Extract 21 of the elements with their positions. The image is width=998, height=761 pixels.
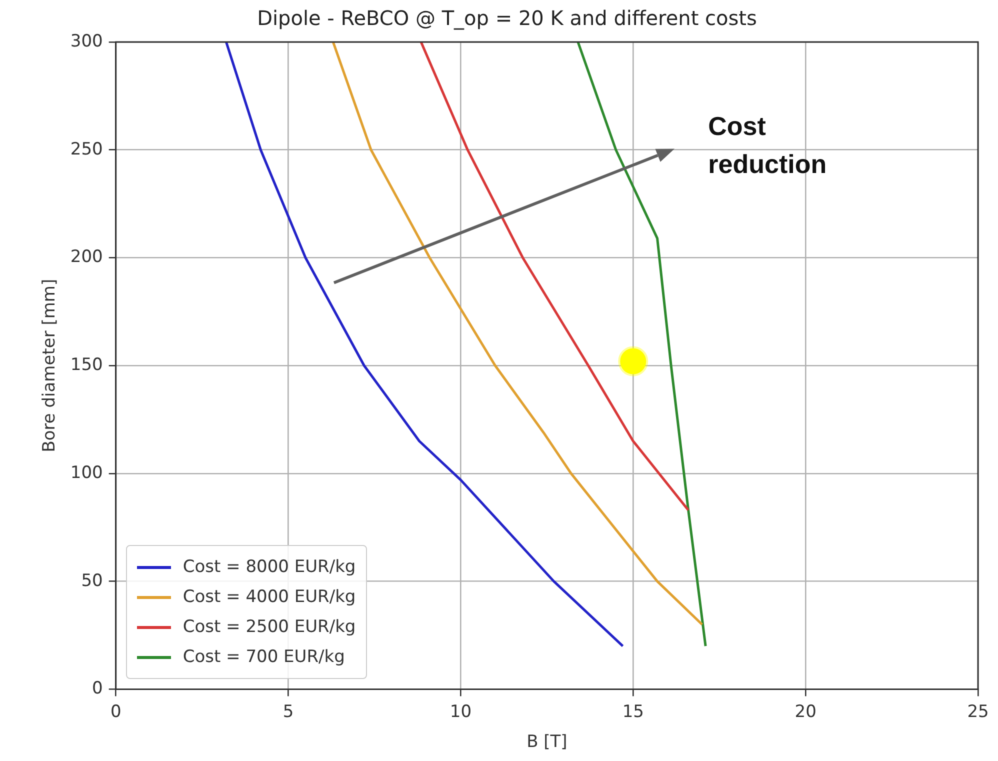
x-tick-label: 5 xyxy=(282,702,294,722)
x-tick-label: 10 xyxy=(450,702,472,722)
legend-label: Cost = 2500 EUR/kg xyxy=(182,617,356,638)
legend-label: Cost = 700 EUR/kg xyxy=(182,647,345,668)
x-tick-label: 15 xyxy=(622,702,644,722)
y-tick-label: 250 xyxy=(70,139,103,160)
y-tick-label: 50 xyxy=(81,570,103,591)
y-tick-label: 100 xyxy=(70,462,103,483)
y-axis-title: Bore diameter [mm] xyxy=(40,278,60,452)
y-tick-label: 200 xyxy=(70,247,103,268)
x-tick-label: 20 xyxy=(794,702,816,722)
x-axis-title: B [T] xyxy=(526,732,568,752)
x-tick-label: 0 xyxy=(110,702,122,722)
legend-label: Cost = 8000 EUR/kg xyxy=(182,557,356,578)
y-tick-label: 150 xyxy=(70,355,103,376)
chart-title: Dipole - ReBCO @ T_op = 20 K and different costs xyxy=(257,6,757,30)
x-tick-label: 25 xyxy=(967,702,989,722)
legend-label: Cost = 4000 EUR/kg xyxy=(182,587,356,608)
y-tick-label: 300 xyxy=(70,31,103,52)
y-tick-label: 0 xyxy=(92,678,103,699)
annotation: Cost reduction xyxy=(708,110,828,181)
